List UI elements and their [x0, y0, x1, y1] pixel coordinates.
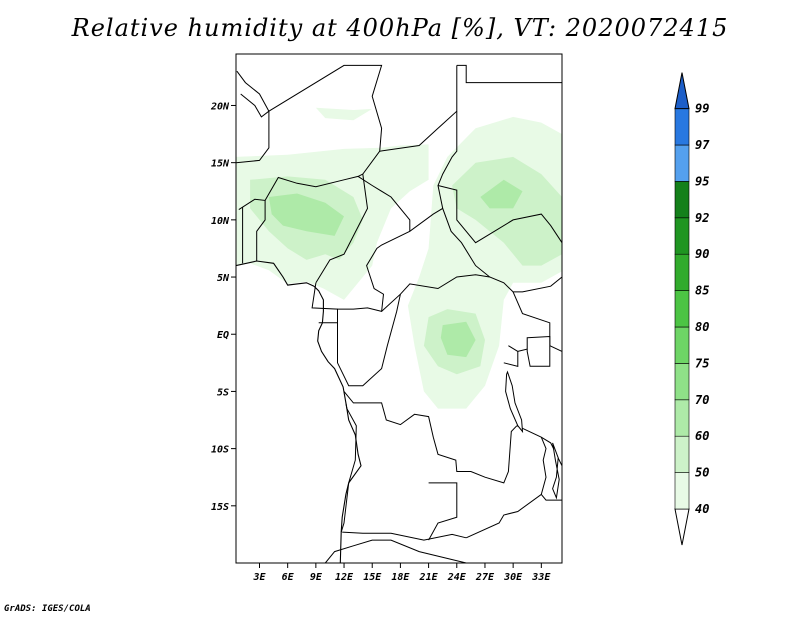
coastline — [236, 260, 362, 563]
lon-tick-label: 3E — [252, 572, 266, 583]
colorbar-segment — [674, 144, 690, 182]
lon-tick-label: 9E — [310, 572, 323, 583]
country-border — [337, 294, 401, 387]
colorbar-segment — [674, 290, 690, 328]
colorbar-segment — [674, 253, 690, 291]
colorbar-segment — [674, 326, 690, 364]
map-title: Relative humidity at 400hPa [%], VT: 202… — [71, 14, 729, 42]
colorbar-label: 40 — [695, 502, 709, 516]
lat-tick-label: 5S — [217, 387, 229, 398]
colorbar-segment — [674, 472, 690, 510]
colorbar-label: 85 — [695, 284, 709, 298]
lon-tick-label: 12E — [335, 572, 354, 583]
lon-tick-label: 18E — [391, 572, 410, 583]
colorbar-segment — [674, 181, 690, 219]
lat-tick-label: EQ — [217, 330, 229, 341]
country-border — [240, 93, 270, 118]
colorbar-label: 70 — [695, 393, 709, 407]
lat-tick-label: 10N — [211, 216, 230, 227]
colorbar-bottom-arrow — [674, 508, 690, 546]
lat-tick-label: 15N — [211, 159, 230, 170]
colorbar-label: 99 — [695, 102, 709, 116]
lat-tick-label: 10S — [211, 445, 229, 456]
country-border — [343, 391, 518, 484]
country-border — [456, 64, 562, 84]
colorbar-label: 90 — [695, 247, 709, 261]
country-border — [238, 198, 266, 261]
axis-ticks: 20N 15N 10N 5N EQ 5S 10S 15S 3E 6E 9E 12E 15E 18E 21E 2… — [210, 101, 551, 583]
country-border — [379, 65, 458, 152]
lake-outline — [552, 442, 560, 500]
country-border — [437, 111, 458, 209]
grads-credit: GrADS: IGES/COLA — [4, 604, 91, 614]
humidity-fill-layer — [236, 107, 562, 409]
country-borders — [236, 64, 562, 563]
lake-outline — [505, 370, 524, 434]
colorbar-segment — [674, 108, 690, 146]
country-border — [465, 437, 547, 539]
country-border — [540, 494, 562, 501]
country-border — [512, 291, 551, 346]
colorbar-label: 75 — [695, 356, 709, 370]
colorbar-segment — [674, 363, 690, 401]
country-border — [357, 175, 411, 232]
lon-tick-label: 21E — [419, 572, 439, 583]
colorbar-top-arrow — [674, 72, 690, 110]
lon-tick-label: 24E — [447, 572, 467, 583]
colorbar-label: 60 — [695, 429, 709, 443]
colorbar-label: 92 — [695, 211, 709, 225]
colorbar-label: 50 — [695, 466, 709, 480]
lon-tick-label: 27E — [475, 572, 495, 583]
humidity-region-50 — [315, 107, 373, 121]
humidity-region-60 — [452, 156, 562, 266]
lon-tick-label: 30E — [503, 572, 523, 583]
map-frame — [235, 53, 563, 564]
humidity-region-70 — [480, 179, 523, 209]
country-border — [503, 345, 519, 367]
country-border — [324, 539, 467, 563]
colorbar-segment — [674, 217, 690, 255]
country-border — [342, 531, 467, 541]
colorbar-label: 80 — [695, 320, 709, 334]
lon-tick-label: 15E — [363, 572, 382, 583]
colorbar-label: 97 — [695, 138, 710, 152]
colorbar-segment — [674, 399, 690, 437]
humidity-region-70 — [268, 193, 344, 236]
lake-outline — [526, 335, 551, 367]
country-border — [549, 345, 562, 352]
country-border — [337, 207, 562, 313]
country-border — [236, 64, 383, 284]
country-border — [428, 482, 458, 541]
lon-tick-label: 6E — [282, 572, 295, 583]
country-border — [437, 185, 562, 244]
lon-tick-label: 33E — [531, 572, 551, 583]
humidity-region-70 — [440, 321, 476, 358]
lat-tick-label: 15S — [211, 502, 229, 513]
colorbar: 40 50 60 70 75 80 85 90 92 95 97 99 — [674, 72, 710, 546]
lat-tick-label: 20N — [210, 101, 230, 112]
country-border — [236, 70, 270, 112]
lat-tick-label: 5N — [217, 273, 230, 284]
colorbar-label: 95 — [695, 174, 709, 188]
colorbar-segment — [674, 435, 690, 473]
